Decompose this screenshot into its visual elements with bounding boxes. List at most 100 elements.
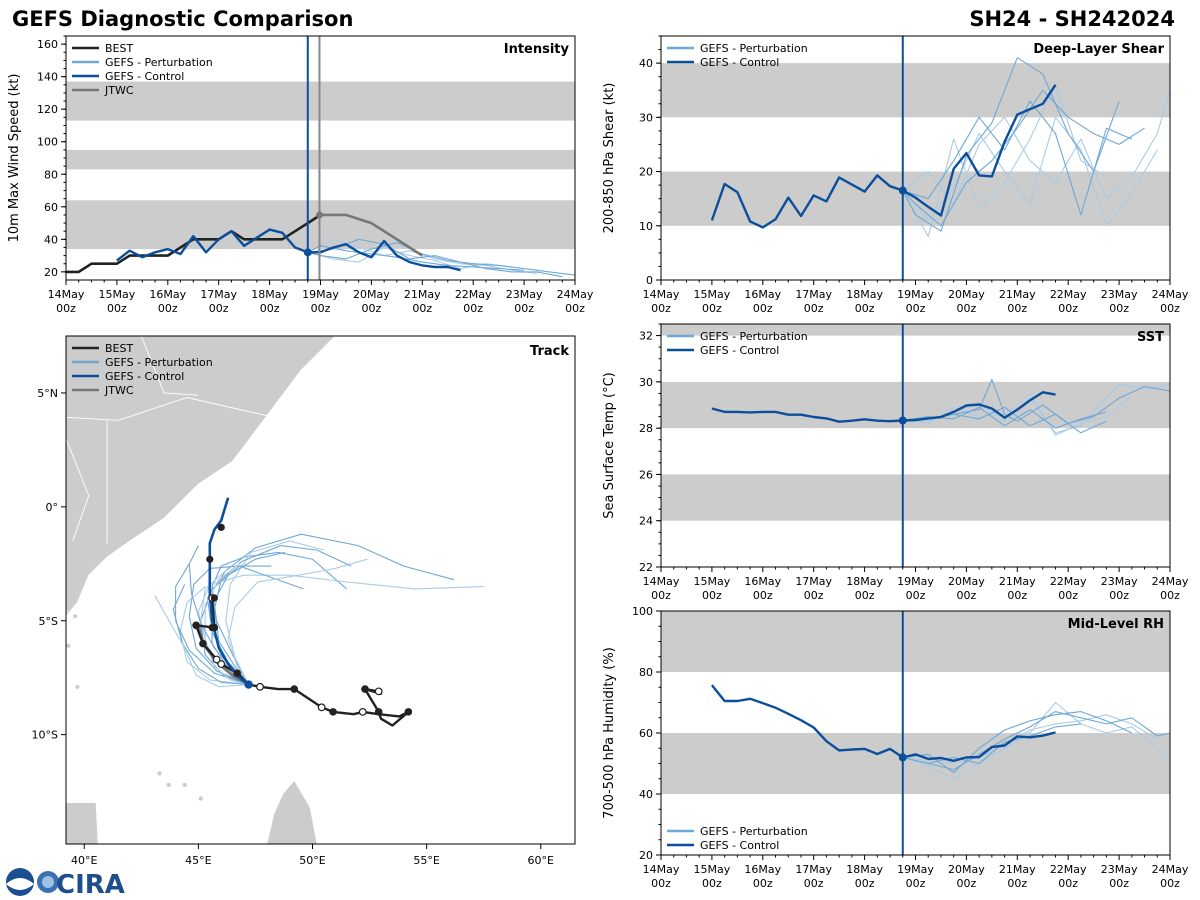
control-track	[208, 497, 250, 686]
x-tick-label: 00z	[957, 302, 977, 315]
legend-label: BEST	[105, 342, 133, 355]
x-tick-label: 00z	[753, 589, 773, 602]
best-track-point	[404, 708, 413, 716]
x-tick-label: 00z	[412, 302, 432, 315]
best-track-point-hollow	[358, 707, 367, 716]
y-tick-label: 24	[639, 515, 653, 528]
legend-label: GEFS - Perturbation	[700, 42, 808, 55]
y-tick-label: 40	[639, 788, 653, 801]
control-track-point	[217, 523, 225, 531]
series-line-gefs-perturbation	[902, 392, 1133, 436]
x-tick-label: 22May	[1050, 575, 1087, 588]
y-tick-label: 5°N	[37, 387, 58, 400]
x-tick-label: 16May	[744, 288, 781, 301]
y-axis-label: 200-850 hPa Shear (kt)	[602, 83, 617, 234]
series-line-gefs-perturbation	[307, 246, 512, 270]
init-marker	[898, 186, 907, 195]
perturbation-track	[188, 565, 304, 686]
x-tick-label: 15May	[694, 288, 731, 301]
x-tick-label: 24May	[1152, 288, 1189, 301]
x-tick-label: 21May	[999, 863, 1036, 876]
coastal-island	[66, 643, 71, 648]
y-axis-label: 700-500 hPa Humidity (%)	[602, 647, 617, 819]
legend-label: GEFS - Control	[700, 344, 779, 357]
legend-label: GEFS - Perturbation	[700, 330, 808, 343]
perturbation-track	[227, 558, 368, 685]
legend-label: GEFS - Control	[105, 70, 184, 83]
init-marker	[898, 753, 907, 762]
y-tick-label: 0	[646, 274, 653, 287]
shear-series	[710, 57, 1170, 238]
x-tick-label: 00z	[855, 877, 875, 890]
best-track-point	[329, 708, 337, 716]
perturbation-track	[204, 563, 249, 686]
x-tick-label: 22May	[455, 288, 492, 301]
x-tick-label: 23May	[506, 288, 543, 301]
x-tick-label: 00z	[702, 877, 722, 890]
x-tick-label: 18May	[251, 288, 288, 301]
series-line-gefs-perturbation	[902, 714, 1158, 765]
y-tick-label: 32	[639, 330, 653, 343]
shaded-band	[661, 63, 1170, 118]
rh-series	[710, 684, 1170, 780]
shear-panel: 01020304014May00z15May00z16May00z17May00…	[602, 35, 1189, 315]
x-tick-label: 00z	[651, 589, 671, 602]
shaded-band	[66, 149, 575, 170]
x-tick-label: 15May	[99, 288, 136, 301]
y-tick-label: 30	[639, 111, 653, 124]
y-tick-label: 100	[37, 136, 58, 149]
intensity-series	[66, 213, 575, 278]
x-tick-label: 00z	[158, 302, 178, 315]
x-tick-label: 00z	[957, 589, 977, 602]
panel-label: Intensity	[504, 42, 570, 57]
x-tick-label: 00z	[514, 302, 534, 315]
page-title: GEFS Diagnostic Comparison	[12, 7, 354, 31]
coastal-island	[75, 684, 80, 689]
x-tick-label: 23May	[1101, 863, 1138, 876]
series-line-gefs-perturbation	[902, 723, 1081, 765]
x-tick-label: 00z	[804, 302, 824, 315]
y-tick-label: 28	[639, 422, 653, 435]
x-tick-label: 23May	[1101, 288, 1138, 301]
x-tick-label: 40°E	[71, 854, 97, 867]
shaded-band	[661, 324, 1170, 336]
series-line-gefs-control	[710, 84, 1057, 229]
x-tick-label: 16May	[149, 288, 186, 301]
x-tick-label: 14May	[48, 288, 85, 301]
x-tick-label: 14May	[643, 863, 680, 876]
axes-frame	[660, 323, 1171, 568]
country-border	[118, 397, 267, 421]
panel-label: Deep-Layer Shear	[1033, 42, 1164, 57]
init-position-marker	[244, 680, 253, 689]
noaa-logo-wave	[6, 878, 34, 890]
perturbation-track	[154, 595, 249, 688]
y-tick-label: 80	[639, 666, 653, 679]
x-tick-label: 50°E	[299, 854, 325, 867]
init-marker	[303, 248, 312, 257]
intensity-panel: 2040608010012014016014May00z15May00z16Ma…	[7, 35, 594, 315]
cira-logo: CIRA	[6, 868, 125, 900]
x-tick-label: 00z	[1160, 302, 1180, 315]
y-tick-label: 30	[639, 376, 653, 389]
y-tick-label: 140	[37, 71, 58, 84]
x-tick-label: 00z	[311, 302, 331, 315]
y-tick-label: 26	[639, 468, 653, 481]
country-border	[66, 738, 94, 745]
x-tick-label: 00z	[804, 589, 824, 602]
panel-label: Track	[530, 344, 569, 359]
sst-panel: 22242628303214May00z15May00z16May00z17Ma…	[602, 323, 1189, 602]
country-border	[140, 336, 199, 396]
x-tick-label: 00z	[651, 877, 671, 890]
y-tick-label: 20	[639, 849, 653, 862]
series-line-gefs-control	[711, 391, 1056, 423]
x-tick-label: 00z	[565, 302, 585, 315]
perturbation-track	[211, 551, 348, 685]
legend-label: BEST	[105, 42, 133, 55]
x-tick-label: 00z	[906, 877, 926, 890]
x-tick-label: 00z	[1058, 589, 1078, 602]
series-line-gefs-control	[116, 228, 461, 272]
series-line-gefs-perturbation	[902, 57, 1120, 232]
series-line-gefs-perturbation	[307, 242, 575, 276]
best-track-point	[374, 708, 383, 716]
x-tick-label: 00z	[1109, 877, 1129, 890]
